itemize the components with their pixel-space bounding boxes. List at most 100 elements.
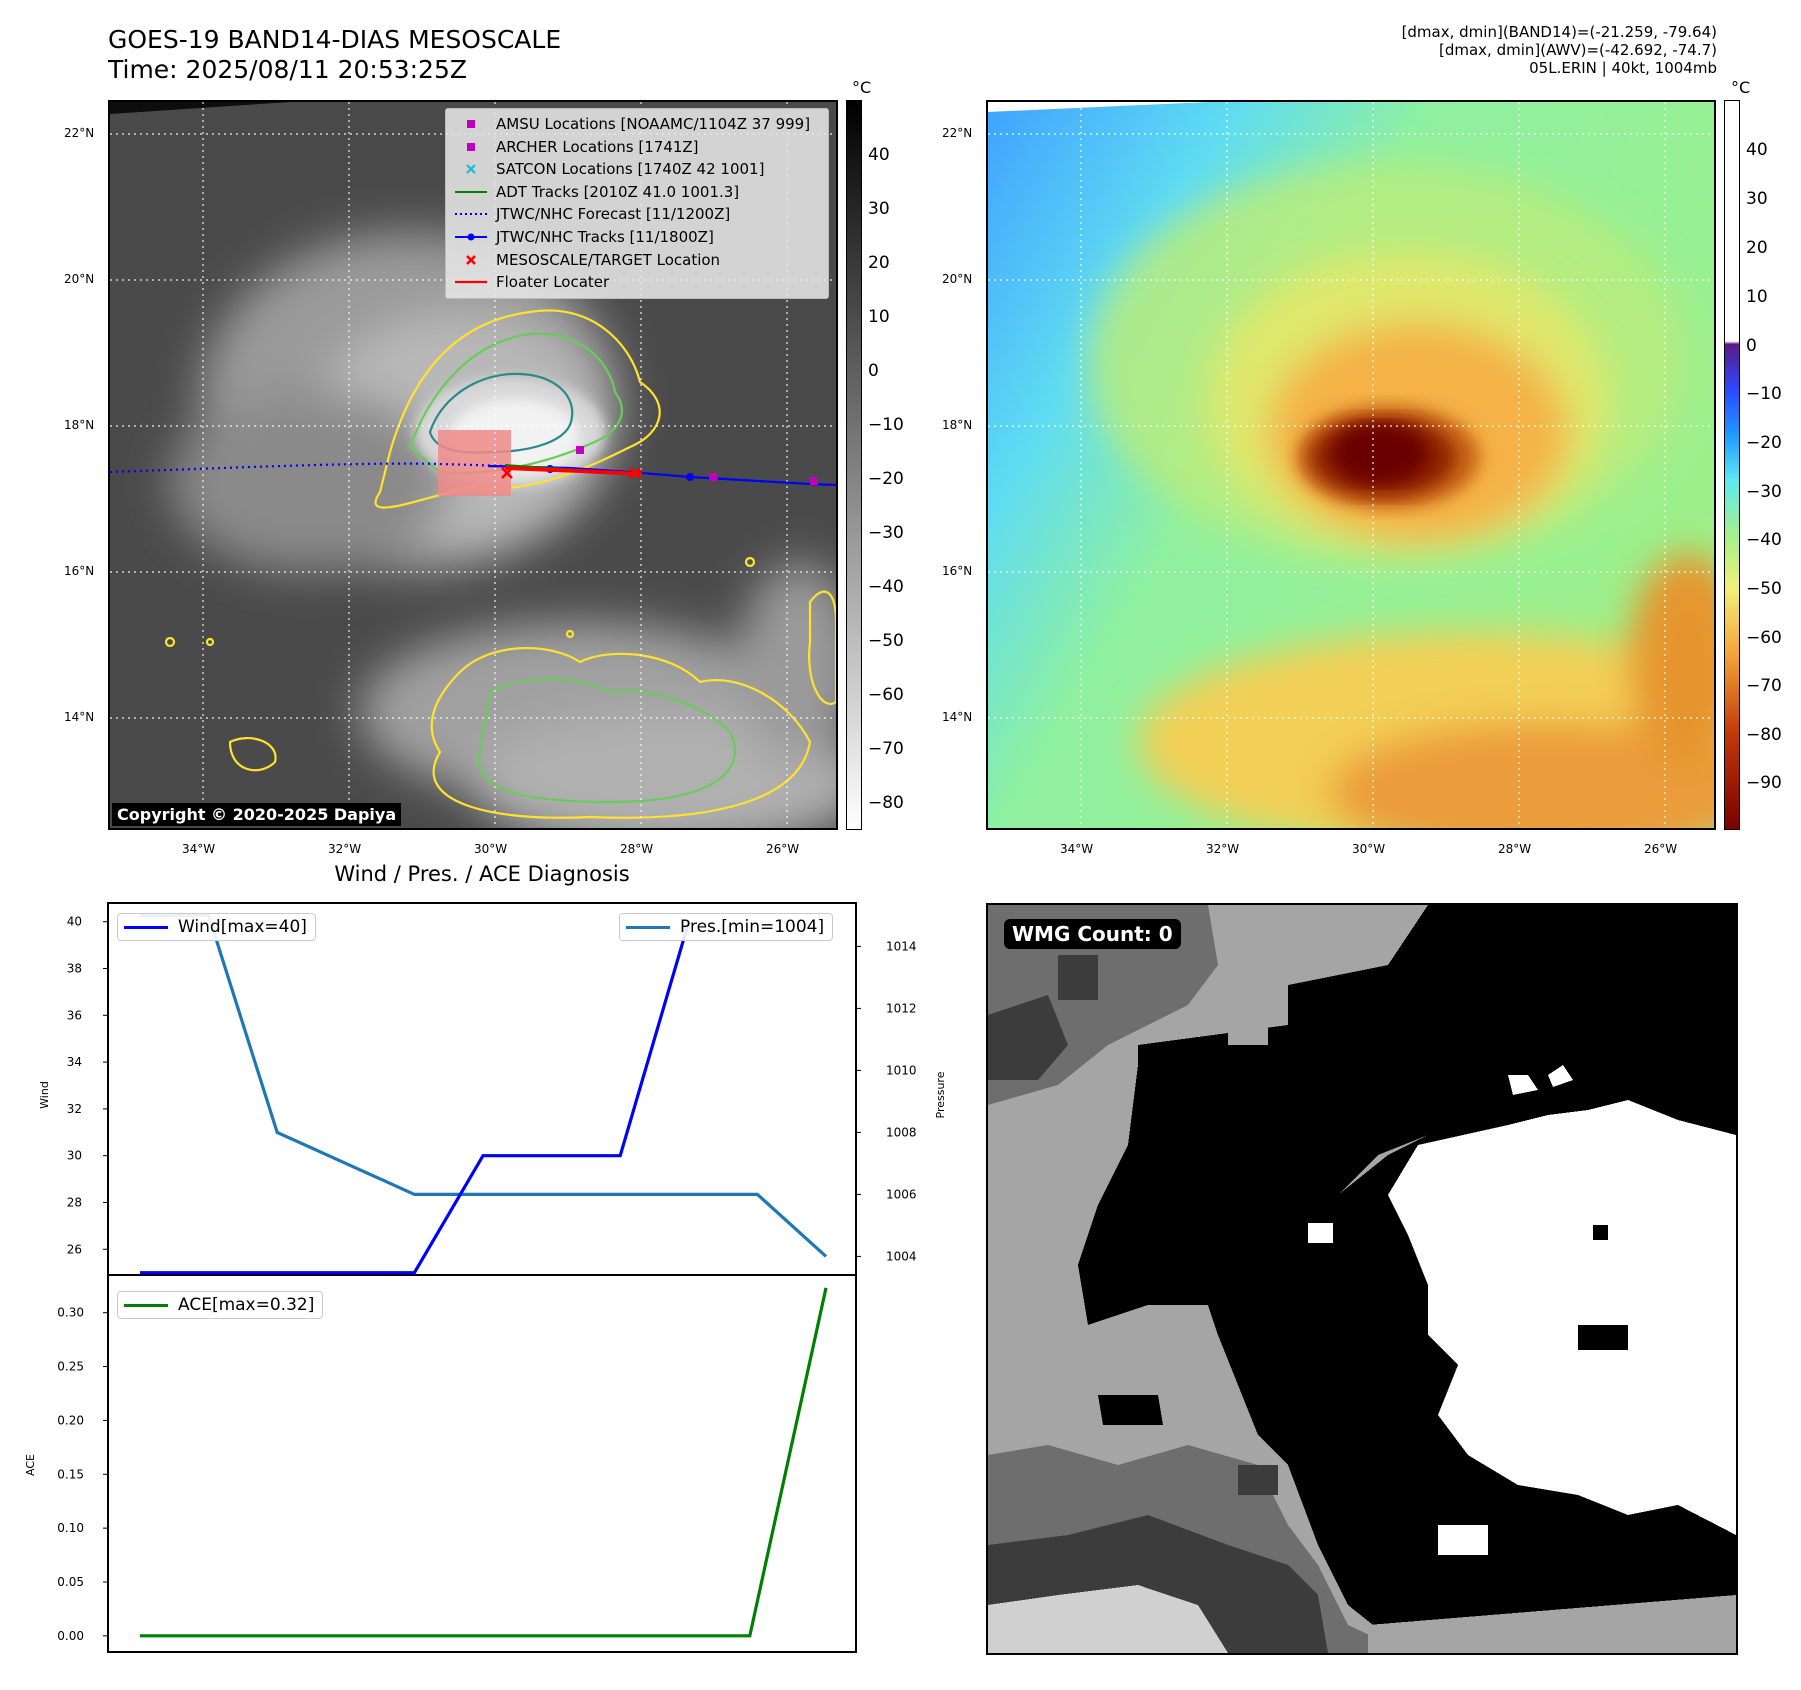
ace-series-line (140, 1287, 828, 1638)
pres-tick-label: 1008 (886, 1125, 917, 1139)
magenta-square-icon (467, 120, 475, 128)
dias-gridlines (988, 102, 1714, 828)
red-line-icon (455, 281, 487, 284)
cyan-x-icon (466, 164, 476, 174)
title-line-1: GOES-19 BAND14-DIAS MESOSCALE (108, 25, 562, 54)
lon-label: 30°W (474, 842, 508, 856)
diag-charts: 26 28 30 32 34 36 38 40 1004 1006 1008 1010 1012 101… (24, 902, 947, 1653)
lon-label: 34°W (1060, 842, 1094, 856)
target-marker (501, 467, 641, 479)
pres-y-axis: 1004 1006 1008 1010 1012 1014 (856, 939, 917, 1263)
pres-legend-label: Pres.[min=1004] (680, 917, 825, 937)
wind-tick-label: 30 (67, 1149, 82, 1163)
colorbar-tick: −60 (868, 685, 904, 705)
ir-map-panel: AMSU Locations [NOAAMC/1104Z 37 999] ARC… (108, 100, 838, 830)
wind-tick-label: 26 (67, 1242, 82, 1256)
dias-map-panel (986, 100, 1716, 830)
ace-tick-label: 0.20 (57, 1413, 84, 1427)
colorbar-tick: −40 (868, 577, 904, 597)
lon-label: 26°W (766, 842, 800, 856)
lon-label: 28°W (1498, 842, 1532, 856)
lat-label: 16°N (942, 564, 973, 578)
ace-tick-label: 0.15 (57, 1467, 84, 1481)
wind-legend: Wind[max=40] (117, 913, 316, 941)
ace-y-axis: 0.00 0.05 0.10 0.15 0.20 0.25 0.30 (57, 1306, 108, 1643)
colorbar-unit-left: °C (852, 78, 872, 97)
lat-label: 20°N (64, 272, 95, 286)
lon-label: 34°W (182, 842, 216, 856)
stats-line-3: 05L.ERIN | 40kt, 1004mb (1529, 59, 1717, 77)
ace-axis-label: ACE (24, 1454, 37, 1476)
colorbar-tick: −20 (868, 469, 904, 489)
ace-legend-label: ACE[max=0.32] (178, 1295, 315, 1315)
title-line-2: Time: 2025/08/11 20:53:25Z (108, 55, 467, 84)
colorbar-tick: 30 (1746, 189, 1768, 209)
wind-axis-label: Wind (38, 1081, 51, 1109)
lat-label: 18°N (942, 418, 973, 432)
legend-forecast: JTWC/NHC Forecast [11/1200Z] (446, 203, 828, 226)
ace-tick-label: 0.05 (57, 1575, 84, 1589)
colorbar-tick: 10 (868, 307, 890, 327)
legend-floater: Floater Locater (446, 271, 828, 294)
wind-pres-lines (140, 913, 828, 1275)
legend-adt: ADT Tracks [2010Z 41.0 1001.3] (446, 181, 828, 204)
colorbar-tick: −10 (1746, 384, 1782, 404)
dias-map-image (988, 102, 1714, 828)
pres-legend: Pres.[min=1004] (619, 913, 834, 941)
dias-cloud-field (1088, 162, 1714, 828)
lon-label: 32°W (1206, 842, 1240, 856)
wind-y-axis: 26 28 30 32 34 36 38 40 (67, 915, 108, 1256)
archer-marker (576, 446, 584, 454)
stats-block: [dmax, dmin](BAND14)=(-21.259, -79.64) [… (1402, 23, 1717, 77)
map-title: GOES-19 BAND14-DIAS MESOSCALE Time: 2025… (108, 25, 561, 85)
stats-line-2: [dmax, dmin](AWV)=(-42.692, -74.7) (1438, 41, 1717, 59)
colorbar-tick: −70 (1746, 676, 1782, 696)
ace-legend: ACE[max=0.32] (117, 1291, 324, 1319)
pres-tick-label: 1010 (886, 1063, 917, 1077)
lat-label: 20°N (942, 272, 973, 286)
lat-label: 18°N (64, 418, 95, 432)
wind-tick-label: 36 (67, 1008, 82, 1022)
amsu-marker (810, 477, 818, 485)
blue-dotted-line-icon (455, 213, 487, 216)
red-x-icon (466, 254, 476, 265)
colorbar-tick: −40 (1746, 530, 1782, 550)
wind-legend-swatch (124, 925, 168, 929)
wind-tick-label: 34 (67, 1055, 82, 1069)
pressure-axis-label: Pressure (934, 1071, 947, 1118)
pres-tick-label: 1004 (886, 1249, 917, 1263)
lat-label: 22°N (64, 126, 95, 140)
colorbar-tick: −60 (1746, 628, 1782, 648)
colorbar-tick: 0 (868, 361, 879, 381)
floater-track (504, 466, 643, 476)
legend-satcon: SATCON Locations [1740Z 42 1001] (446, 158, 828, 181)
colorbar-tick: 30 (868, 199, 890, 219)
colorbar-tick: −90 (1746, 773, 1782, 793)
blue-line-dot-icon (455, 233, 487, 241)
contours (164, 309, 836, 819)
wmg-panel: WMG Count: 0 (986, 903, 1738, 1655)
wmg-image (988, 905, 1736, 1653)
pressure-series-line (140, 913, 828, 1258)
ace-tick-label: 0.30 (57, 1306, 84, 1320)
legend-target: MESOSCALE/TARGET Location (446, 249, 828, 272)
colorbar-tick: −10 (868, 415, 904, 435)
amsu-marker (709, 473, 717, 481)
wind-pres-frame (107, 902, 857, 1276)
colorbar-tick: −80 (868, 793, 904, 813)
legend-amsu: AMSU Locations [NOAAMC/1104Z 37 999] (446, 113, 828, 136)
lat-label: 16°N (64, 564, 95, 578)
lat-label: 14°N (64, 710, 95, 724)
pres-tick-label: 1014 (886, 939, 917, 953)
colorbar-tick: 40 (1746, 140, 1768, 160)
lat-label: 22°N (942, 126, 973, 140)
wind-series-line (140, 921, 691, 1275)
copyright-label: Copyright © 2020-2025 Dapiya (112, 803, 402, 826)
wind-legend-label: Wind[max=40] (178, 917, 307, 937)
ace-frame (107, 1274, 857, 1653)
colorbar-tick: −30 (1746, 482, 1782, 502)
lon-label: 30°W (1352, 842, 1386, 856)
colorbar-tick: −30 (868, 523, 904, 543)
colorbar-right (1724, 100, 1740, 830)
colorbar-tick: −50 (868, 631, 904, 651)
